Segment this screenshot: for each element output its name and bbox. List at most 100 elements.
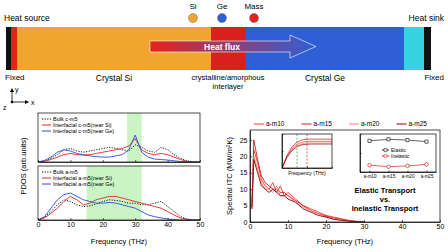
heat-flux-arrow (150, 35, 316, 58)
series-line (282, 144, 332, 168)
legend-swatch (42, 172, 51, 173)
tick-label: 20 (240, 153, 248, 160)
axis-arrow (12, 91, 13, 102)
arrow-head (25, 100, 29, 104)
legend: a-m10a-m15a-m20a-m25 (254, 120, 427, 127)
series-line (252, 160, 364, 222)
tick (70, 160, 71, 162)
tick: 20 (99, 218, 107, 228)
tick-mark (282, 151, 284, 152)
tick-label: 10 (67, 221, 75, 228)
plot-area (38, 166, 200, 220)
tick-label: 5 (244, 202, 248, 209)
series-line (370, 164, 427, 166)
tick-label: 15 (240, 169, 248, 176)
axis-line (283, 168, 333, 169)
tick-label: 20 (99, 221, 107, 228)
tick: 0 (37, 218, 41, 228)
plot-area (282, 134, 332, 168)
reference-line (297, 134, 298, 168)
tick (282, 168, 284, 169)
legend-marker (384, 149, 387, 152)
tick-label: 0 (244, 219, 248, 226)
axis-line (251, 222, 441, 223)
label: Crystal Si (96, 73, 132, 83)
tick-mark (103, 160, 104, 162)
tick-label: 40 (164, 221, 172, 228)
tick-label: 50 (197, 221, 205, 228)
arrow-label: Heat flux (204, 42, 240, 52)
series-line (38, 145, 200, 162)
point-marker (406, 164, 410, 168)
plot-background (360, 134, 436, 172)
legend-swatch (42, 178, 51, 179)
legend-swatch (250, 14, 259, 23)
tick (135, 160, 136, 162)
chart-4: a-m10a-m15a-m20a-m25ElasticInelastic (360, 134, 437, 179)
tick-mark (135, 218, 136, 220)
tick: 0 (244, 219, 252, 226)
tick: a-m15 (383, 171, 396, 179)
label: y (15, 86, 19, 94)
legend-swatch (382, 150, 389, 151)
tick-label: 10 (240, 186, 248, 193)
tick-mark (389, 171, 390, 173)
plot-frame (250, 130, 440, 222)
plot-background (38, 166, 200, 220)
tick (200, 160, 201, 162)
arrow-head (10, 88, 14, 92)
axis-bottom: 01020304050 (249, 220, 445, 230)
series-line (282, 143, 332, 168)
tick-label: a-m10 (364, 174, 377, 179)
annotation: Inelastic Transport (352, 204, 419, 213)
label: Crystal Ge (305, 73, 345, 83)
heat-source-region (11, 27, 17, 70)
tick (168, 160, 169, 162)
tick: 20 (240, 153, 252, 160)
point-marker (368, 139, 371, 142)
tick-label: 40 (399, 223, 407, 230)
plot-background (250, 130, 440, 222)
tick-mark (250, 156, 252, 157)
axis-line (360, 135, 361, 173)
legend: Bulk a-m5Interfacial a-m5(near Si)Interf… (42, 169, 115, 187)
tick-mark (360, 172, 362, 173)
tick-mark (135, 160, 136, 162)
legend-marker (384, 154, 387, 157)
plot-area (368, 138, 429, 169)
legend-label: Interfacial c-m5(near Ge) (53, 128, 114, 134)
chart-3: Frequency (THz) (282, 134, 333, 176)
tick (282, 151, 284, 152)
figure: Heat fluxSiGeMassHeat sourceHeat sinkFix… (0, 0, 448, 252)
axis-title: Frequency (THz) (91, 237, 148, 246)
axis-title: Frequency (THz) (317, 237, 374, 246)
label: z (3, 104, 7, 111)
axis-dot (11, 101, 14, 104)
plot-frame (360, 134, 436, 172)
axis-arrow (12, 102, 26, 103)
tick-label: 20 (323, 223, 331, 230)
tick-label: a-m15 (383, 174, 396, 179)
point-marker (387, 138, 390, 141)
tick: 20 (323, 220, 331, 230)
axis-title: PDOS (arb.units) (19, 137, 28, 195)
axis-line (250, 131, 251, 223)
plot-frame (282, 134, 332, 168)
legend: ElasticInelastic (382, 147, 410, 159)
tick: 25 (240, 137, 252, 144)
plot-background (38, 113, 200, 162)
legend-swatch (189, 14, 198, 23)
series-line (38, 196, 200, 220)
axis-bottom (39, 160, 201, 163)
axis-bottom (283, 167, 333, 169)
series-line (282, 139, 332, 168)
legend-swatch (302, 124, 312, 125)
axis-line (39, 162, 201, 163)
label: interlayer (213, 82, 244, 91)
series-line (282, 141, 332, 168)
tick-mark (103, 218, 104, 220)
tick-mark (427, 171, 428, 173)
fixed-right-region (424, 27, 431, 70)
tick-label: a-m20 (402, 174, 415, 179)
tick: 15 (240, 169, 252, 176)
